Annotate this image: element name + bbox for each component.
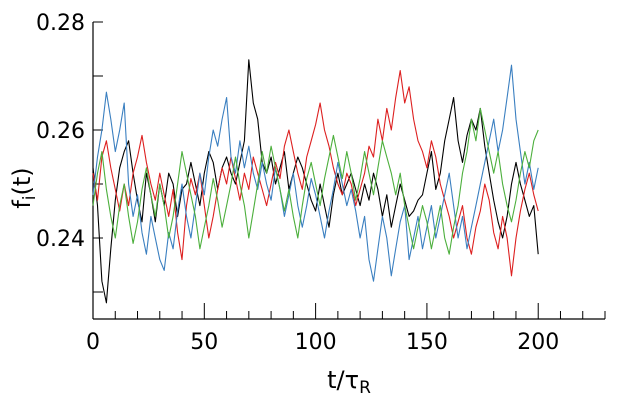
x-ticks: 0 50 100 150 200	[86, 303, 606, 355]
series-line-4	[92, 107, 539, 255]
series-line-1	[92, 59, 539, 304]
x-axis-label-main: t/τ	[327, 366, 359, 394]
x-axis-label: t/τR	[327, 366, 371, 398]
x-tick-label: 100	[295, 330, 337, 355]
y-tick-label: 0.28	[36, 11, 85, 36]
x-tick-label: 200	[517, 330, 559, 355]
y-ticks: 0.24 0.26 0.28	[36, 11, 103, 293]
y-axis-label-suffix: (t)	[8, 167, 36, 195]
series-group	[92, 59, 539, 304]
y-axis-label-main: f	[8, 200, 36, 209]
x-tick-label: 50	[190, 330, 218, 355]
y-axis-label-sub: i	[20, 195, 40, 200]
x-tick-label: 150	[406, 330, 448, 355]
y-tick-label: 0.26	[36, 119, 85, 144]
y-axis-label: fi(t)	[8, 167, 40, 208]
x-axis-label-sub: R	[359, 378, 371, 398]
axes: 0.24 0.26 0.28 0 50 100 150 200	[36, 11, 606, 355]
y-tick-label: 0.24	[36, 227, 85, 252]
series-line-2	[92, 70, 539, 277]
series-line-3	[92, 64, 539, 282]
x-tick-label: 0	[86, 330, 100, 355]
